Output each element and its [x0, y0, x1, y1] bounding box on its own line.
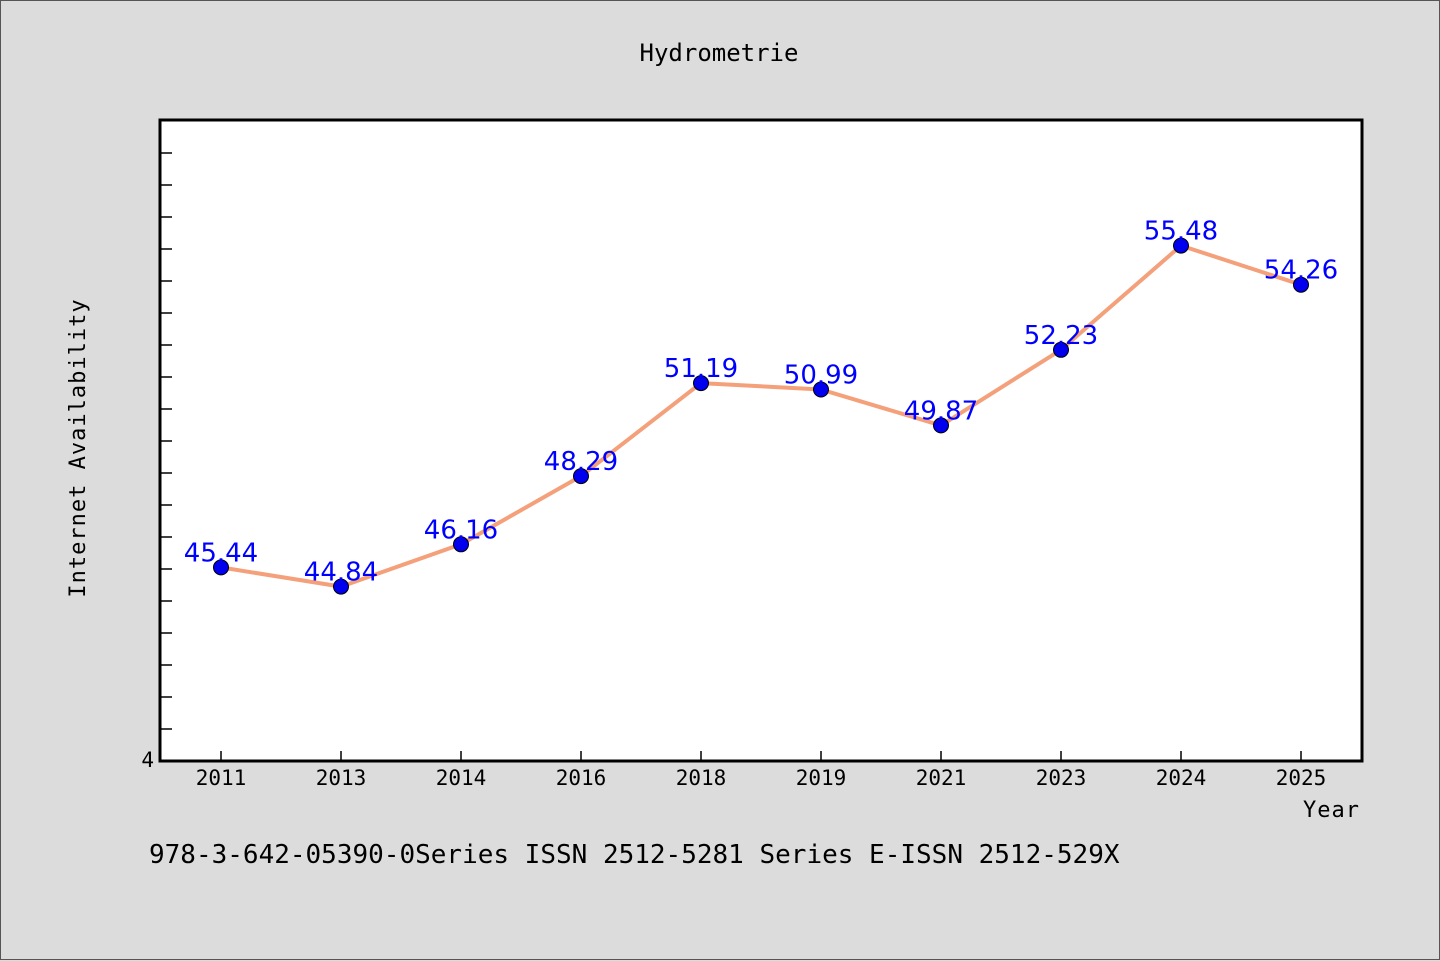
x-tick-label: 2024 — [1156, 766, 1207, 790]
x-tick-label: 2018 — [676, 766, 727, 790]
data-point — [573, 468, 589, 485]
x-tick-label: 2013 — [316, 766, 367, 790]
chart-title: Hydrometrie — [640, 39, 799, 67]
plot-area — [158, 118, 1364, 763]
series-layer — [213, 237, 1309, 595]
data-point — [813, 381, 829, 398]
data-label: 45.44 — [184, 538, 258, 568]
x-tick-label: 2011 — [196, 766, 247, 790]
y-axis-label: Internet Availability — [66, 298, 91, 597]
data-labels: 45.44 44.84 46.16 48.29 51.19 50.99 49.87 52.23… — [184, 217, 1338, 588]
x-axis-label: Year — [1303, 798, 1360, 823]
data-label: 44.84 — [304, 558, 378, 588]
x-tick-label: 2025 — [1276, 766, 1327, 790]
data-label: 46.16 — [424, 515, 498, 545]
data-label: 54.26 — [1264, 256, 1338, 286]
data-point — [693, 375, 709, 392]
data-point — [1293, 276, 1309, 293]
data-label: 48.29 — [544, 447, 618, 477]
y-tick-label: 4 — [141, 748, 154, 772]
data-point — [1053, 341, 1069, 358]
x-tick-label: 2023 — [1036, 766, 1087, 790]
series-line — [220, 243, 1302, 589]
data-point — [213, 559, 229, 576]
x-axis-ticks: 2011 2013 2014 2016 2018 2019 2021 2023 2024 2025 — [196, 751, 1327, 790]
data-label: 50.99 — [784, 361, 858, 391]
x-tick-label: 2014 — [436, 766, 487, 790]
data-point — [1173, 237, 1189, 254]
data-point — [933, 417, 949, 434]
x-tick-label: 2016 — [556, 766, 607, 790]
data-point — [453, 536, 469, 553]
data-label: 52.23 — [1024, 321, 1098, 351]
data-label: 49.87 — [904, 396, 978, 426]
data-point — [333, 578, 349, 595]
x-tick-label: 2021 — [916, 766, 967, 790]
data-label: 51.19 — [664, 354, 738, 384]
data-label: 55.48 — [1144, 217, 1218, 247]
x-tick-label: 2019 — [796, 766, 847, 790]
footer-isbn-text: 978-3-642-05390-0Series ISSN 2512-5281 S… — [149, 840, 1120, 870]
y-axis-ticks: 4 — [141, 152, 172, 772]
